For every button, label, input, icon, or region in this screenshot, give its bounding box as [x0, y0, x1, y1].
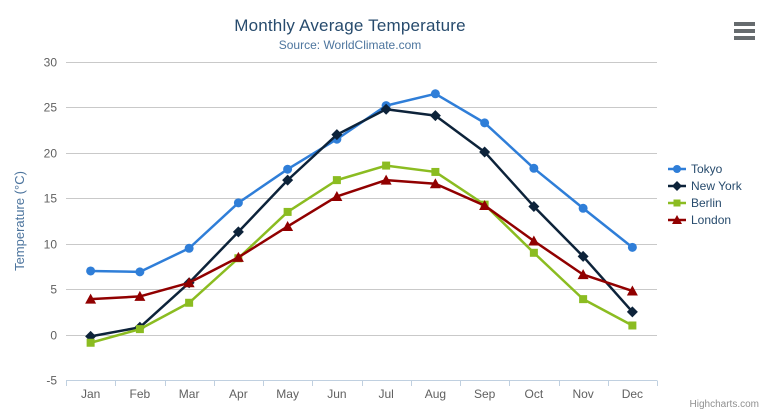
- x-axis-label: Mar: [179, 387, 200, 401]
- context-menu-button[interactable]: [731, 20, 757, 42]
- legend: Tokyo New York Berlin London: [668, 162, 742, 227]
- y-axis-label: 20: [44, 147, 58, 161]
- legend-label: London: [691, 213, 732, 227]
- x-axis-label: Jan: [81, 387, 100, 401]
- legend-marker-diamond-icon: [668, 181, 686, 191]
- x-axis-label: Apr: [229, 387, 248, 401]
- legend-item-tokyo[interactable]: Tokyo: [668, 162, 742, 176]
- series-berlin[interactable]: [86, 161, 637, 347]
- y-axis-label: 25: [44, 101, 58, 115]
- y-gridlines: [66, 62, 657, 381]
- x-axis-label: May: [276, 387, 299, 401]
- y-axis-label: 15: [44, 192, 58, 206]
- y-axis-labels: 30 25 20 15 10 5 0 -5: [44, 56, 58, 388]
- series-london[interactable]: [85, 174, 638, 304]
- legend-label: New York: [691, 179, 742, 193]
- credits-link[interactable]: Highcharts.com: [689, 399, 759, 410]
- series-new-york[interactable]: [85, 103, 638, 342]
- chart-title: Monthly Average Temperature: [234, 16, 466, 35]
- x-axis-label: Nov: [572, 387, 593, 401]
- legend-item-london[interactable]: London: [668, 213, 742, 227]
- y-axis-title: Temperature (°C): [12, 171, 27, 271]
- x-axis: Jan Feb Mar Apr May Jun Jul Aug Sep Oct Nov Dec: [66, 380, 658, 401]
- y-axis-label: 10: [44, 238, 58, 252]
- hamburger-icon: [733, 22, 755, 40]
- legend-item-berlin[interactable]: Berlin: [668, 196, 742, 210]
- x-axis-label: Feb: [130, 387, 151, 401]
- y-axis-label: -5: [46, 374, 57, 388]
- y-axis-label: 0: [50, 329, 57, 343]
- x-axis-label: Sep: [474, 387, 496, 401]
- x-axis-label: Oct: [525, 387, 544, 401]
- legend-marker-circle-icon: [668, 165, 686, 173]
- legend-item-new-york[interactable]: New York: [668, 179, 742, 193]
- series-tokyo[interactable]: [86, 89, 637, 277]
- chart-subtitle: Source: WorldClimate.com: [278, 38, 422, 52]
- legend-marker-triangle-icon: [668, 215, 686, 224]
- x-axis-label: Aug: [425, 387, 446, 401]
- legend-label: Tokyo: [691, 162, 723, 176]
- legend-label: Berlin: [691, 196, 722, 210]
- y-axis-label: 30: [44, 56, 58, 70]
- legend-marker-square-icon: [668, 199, 686, 207]
- x-axis-label: Jun: [327, 387, 346, 401]
- y-axis-label: 5: [50, 283, 57, 297]
- x-axis-label: Jul: [378, 387, 393, 401]
- x-axis-label: Dec: [622, 387, 643, 401]
